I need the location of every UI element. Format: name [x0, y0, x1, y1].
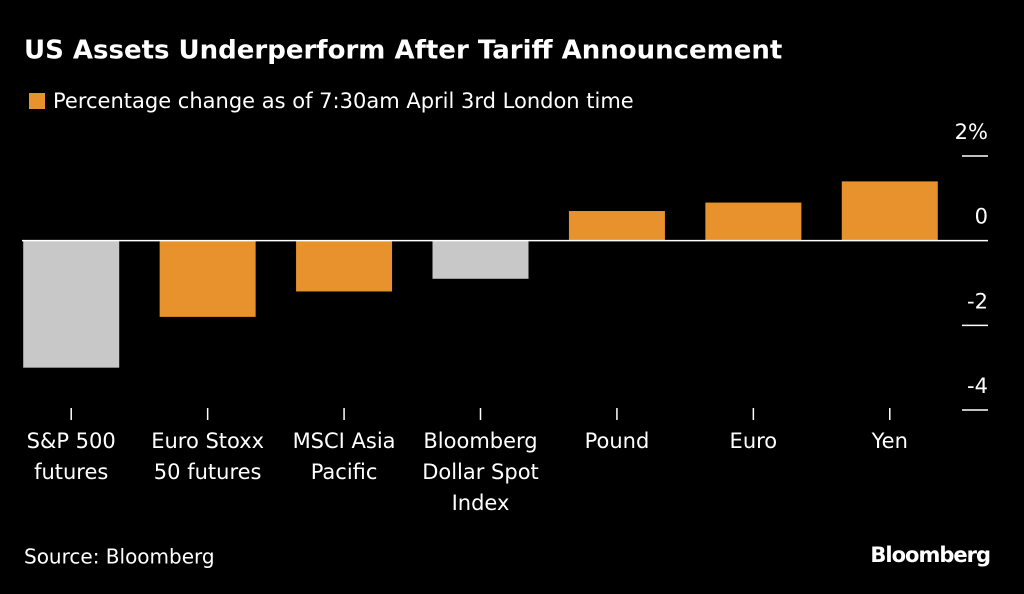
x-tick-label: Pacific — [311, 460, 378, 484]
bar — [841, 181, 938, 241]
x-tick-label: Bloomberg — [423, 429, 537, 453]
source: Source: Bloomberg — [24, 545, 215, 569]
legend-swatch — [29, 93, 45, 109]
x-tick-label: Pound — [585, 429, 650, 453]
y-tick-label: -2 — [967, 289, 988, 313]
chart-title: US Assets Underperform After Tariff Anno… — [24, 36, 782, 66]
x-tick-label: S&P 500 — [27, 429, 116, 453]
x-tick-label: MSCI Asia — [293, 429, 396, 453]
bar — [296, 240, 393, 292]
legend-label: Percentage change as of 7:30am April 3rd… — [53, 89, 634, 113]
y-tick-label: 0 — [975, 205, 988, 229]
bar — [159, 240, 256, 317]
brand-logo: Bloomberg — [870, 543, 990, 567]
bar — [568, 211, 665, 241]
y-tick-label: -4 — [967, 374, 988, 398]
x-tick-label: Euro — [730, 429, 778, 453]
x-tick-label: Euro Stoxx — [151, 429, 264, 453]
x-tick-label: Index — [452, 491, 510, 515]
x-tick-label: Yen — [871, 429, 908, 453]
x-tick-label: futures — [34, 460, 108, 484]
bar — [23, 240, 120, 368]
bar — [705, 202, 802, 241]
x-tick-label: 50 futures — [154, 460, 262, 484]
x-tick-label: Dollar Spot — [422, 460, 539, 484]
bar — [432, 240, 529, 279]
y-tick-label: 2% — [955, 120, 988, 144]
